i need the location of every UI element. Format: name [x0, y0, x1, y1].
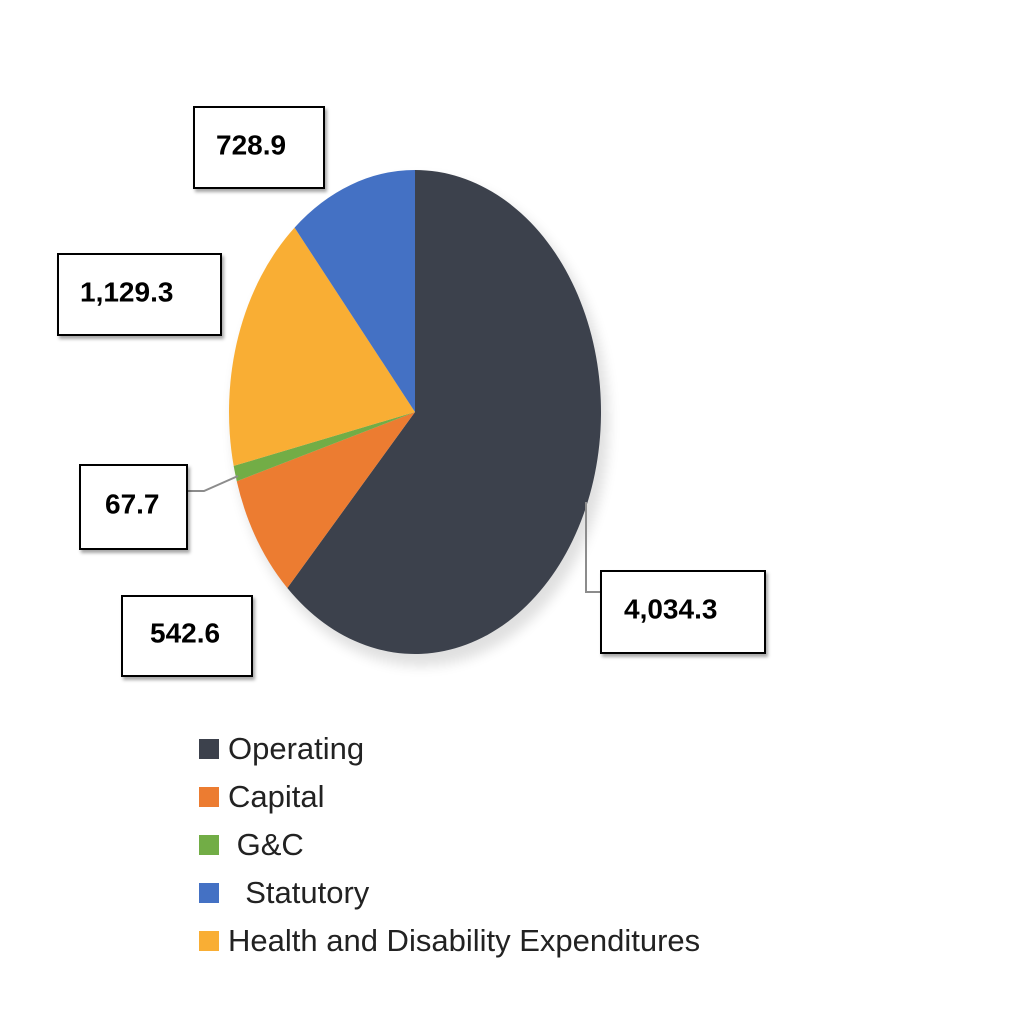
- legend-label-operating: Operating: [228, 731, 365, 766]
- leader-line-g-c: [187, 475, 239, 492]
- legend-label-gc: G&C: [228, 827, 304, 862]
- data-label-box-health-and-disability-expenditures: [57, 253, 222, 336]
- pie-slice-health-and-disability-expenditures: [228, 227, 415, 466]
- legend-swatch-health-disability: [199, 931, 219, 951]
- pie-slice-g-c: [233, 412, 415, 482]
- pie-slice-statutory: [294, 170, 415, 412]
- legend-swatch-operating: [199, 739, 219, 759]
- legend-label-statutory: Statutory: [228, 875, 370, 910]
- pie-slice-operating: [287, 170, 601, 654]
- data-label-box-capital: [121, 595, 253, 677]
- legend: Operating Capital G&C Statutory Health a…: [199, 725, 700, 965]
- data-label-statutory: 728.9: [216, 129, 286, 160]
- data-label-box-operating: [600, 570, 766, 654]
- legend-swatch-capital: [199, 787, 219, 807]
- legend-item-gc: G&C: [199, 821, 700, 869]
- legend-swatch-gc: [199, 835, 219, 855]
- data-label-g-c: 67.7: [105, 488, 160, 519]
- legend-item-operating: Operating: [199, 725, 700, 773]
- legend-item-capital: Capital: [199, 773, 700, 821]
- leader-line-operating: [585, 502, 601, 593]
- legend-label-health-disability: Health and Disability Expenditures: [228, 923, 701, 958]
- legend-item-statutory: Statutory: [199, 869, 700, 917]
- legend-item-health-disability: Health and Disability Expenditures: [199, 917, 700, 965]
- data-label-box-g-c: [79, 464, 188, 550]
- data-label-operating: 4,034.3: [624, 593, 717, 624]
- pie-slice-capital: [236, 412, 415, 588]
- data-label-health-and-disability-expenditures: 1,129.3: [80, 276, 173, 307]
- legend-swatch-statutory: [199, 883, 219, 903]
- data-label-capital: 542.6: [150, 617, 220, 648]
- data-label-box-statutory: [193, 106, 325, 189]
- legend-label-capital: Capital: [228, 779, 325, 814]
